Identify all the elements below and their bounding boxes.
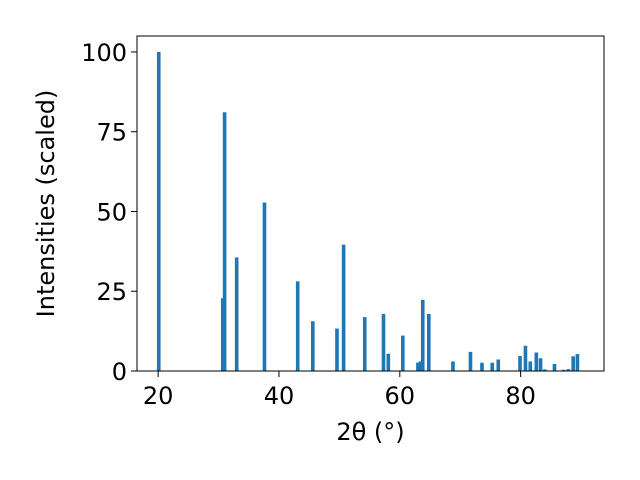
- y-axis-label: Intensities (scaled): [32, 90, 60, 318]
- y-tick-label: 75: [96, 119, 127, 147]
- bar: [416, 362, 420, 371]
- y-tick-label: 50: [96, 198, 127, 226]
- bar: [234, 257, 239, 371]
- bar: [341, 244, 346, 371]
- bar: [426, 313, 431, 371]
- bar: [310, 321, 315, 371]
- bar: [490, 362, 495, 371]
- x-tick-label: 80: [505, 382, 536, 410]
- x-tick-label: 40: [264, 382, 295, 410]
- bar: [561, 369, 566, 371]
- bar: [401, 335, 405, 371]
- bar: [571, 356, 575, 371]
- bar: [262, 202, 267, 371]
- x-axis-label: 2θ (°): [336, 418, 404, 446]
- y-tick-label: 0: [112, 358, 127, 386]
- x-tick-label: 20: [143, 382, 174, 410]
- bar: [542, 369, 547, 371]
- bar: [480, 362, 484, 371]
- bar: [523, 345, 528, 371]
- x-tick-label: 60: [385, 382, 416, 410]
- bar: [496, 359, 501, 371]
- bar: [418, 361, 423, 371]
- bar: [295, 281, 300, 371]
- bar: [534, 352, 539, 371]
- y-tick-label: 25: [96, 278, 127, 306]
- bar: [451, 361, 455, 371]
- bar: [538, 358, 543, 371]
- bars-group: [156, 51, 580, 371]
- bar: [528, 361, 533, 371]
- bar: [420, 299, 425, 371]
- bar: [552, 363, 557, 371]
- bar: [362, 317, 367, 371]
- plot-frame: [136, 35, 605, 372]
- bar: [518, 356, 522, 371]
- x-ticks: 20 40 60 80: [143, 371, 536, 410]
- bar: [566, 369, 571, 371]
- bar: [335, 328, 339, 371]
- bar: [386, 353, 391, 371]
- y-tick-label: 100: [81, 39, 127, 67]
- bar: [381, 313, 386, 371]
- y-ticks: 0 25 50 75 100: [81, 39, 137, 386]
- bar: [575, 354, 580, 371]
- bar: [468, 351, 473, 371]
- bar: [222, 112, 227, 371]
- bar: [156, 51, 161, 371]
